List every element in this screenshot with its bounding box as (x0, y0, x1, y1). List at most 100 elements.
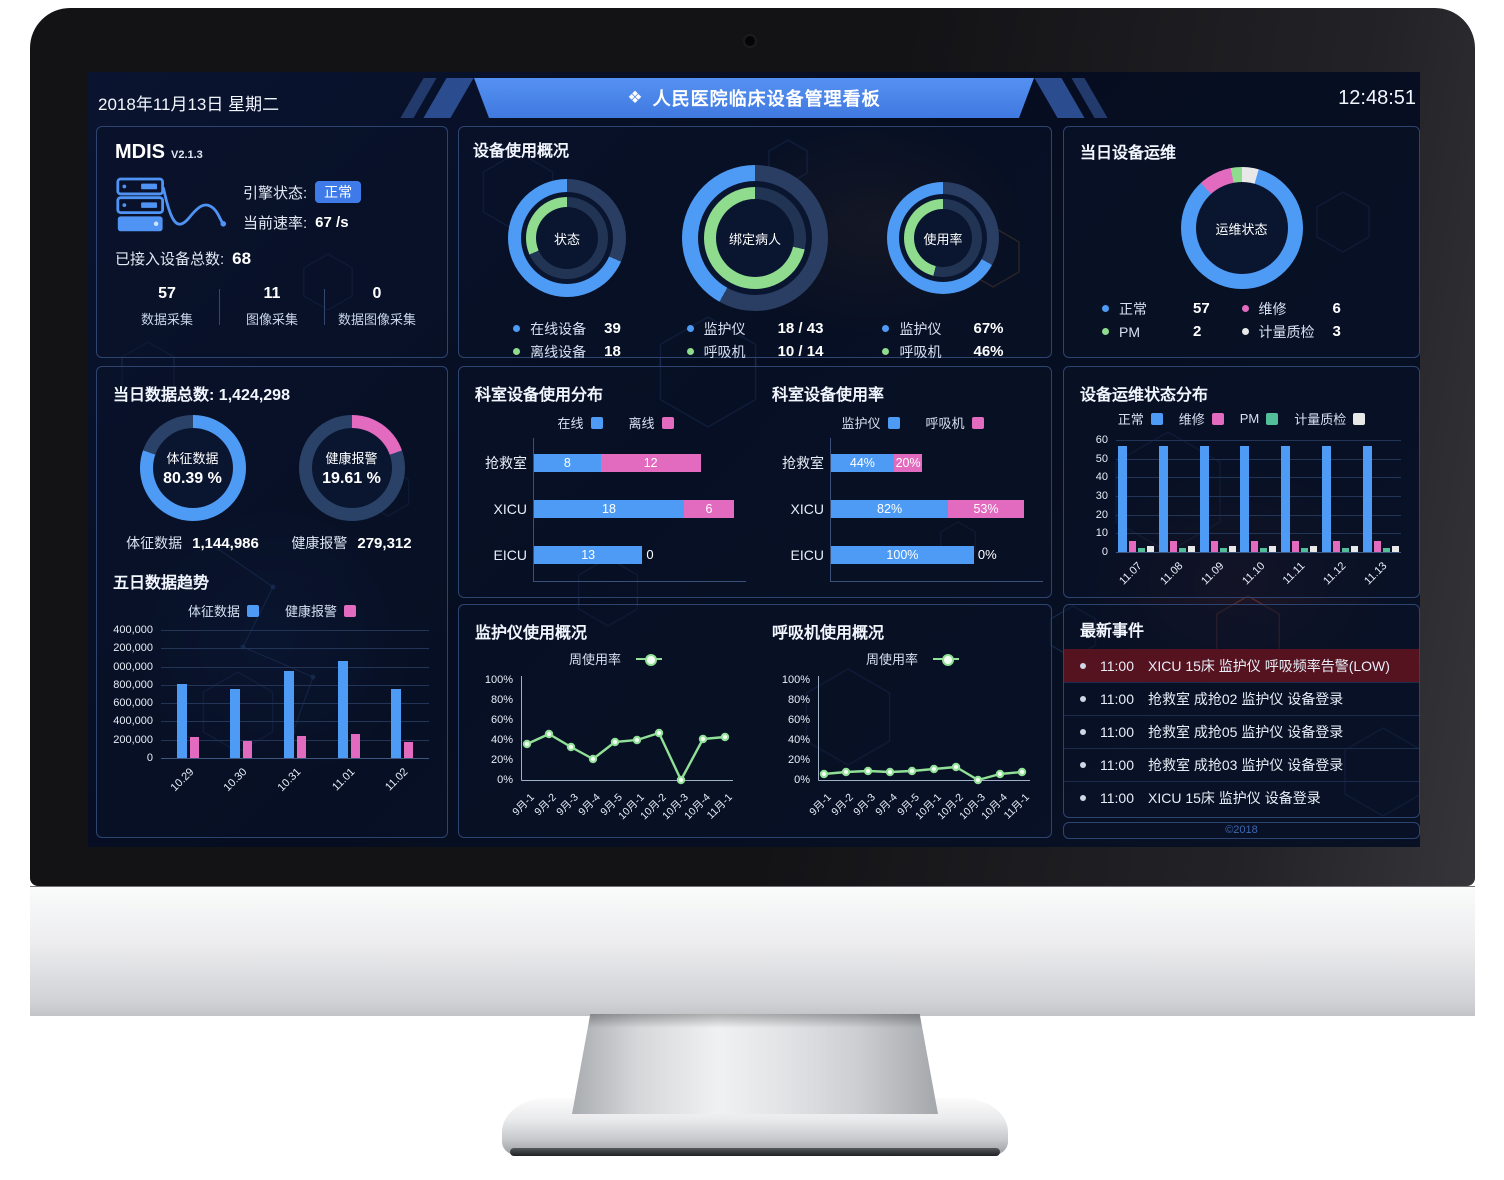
panel-data-total: 当日数据总数: 1,424,298 体征数据 80.39 % 体征数据 1,144,9… (96, 366, 448, 838)
bar-plot (161, 630, 429, 759)
bar-健康报警 (296, 736, 306, 758)
event-row: 11:00 XICU 15床 监护仪 设备登录 (1064, 781, 1419, 814)
legend-label: 正常 (1119, 300, 1147, 317)
stat-label: 体征数据 (126, 535, 183, 551)
bar-PM (1219, 548, 1227, 552)
legend-label: 离线 (628, 416, 655, 431)
donut-chart: 健康报警 19.61 % (298, 415, 405, 521)
y-tick-label: 40% (787, 734, 810, 746)
donut-center-label: 绑定病人 (716, 199, 794, 277)
chart-title: 监护仪使用概况 (475, 625, 588, 642)
legend-dot (1241, 305, 1249, 312)
gridline (161, 739, 429, 741)
legend-item: 监护仪 18 / 43 (686, 317, 823, 340)
bar-group (283, 671, 306, 758)
dept-rate-chart-area: 科室设备使用率 监护仪 呼吸机 抢救室 44% 20% XICU 82% 53% EICU 10… (772, 381, 1053, 587)
bar-segment: 6 (684, 500, 734, 518)
y-tick-label: 20 (1095, 508, 1108, 521)
legend-label: 呼吸机 (899, 343, 942, 360)
event-row-alert: 11:00 XICU 15床 监护仪 呼吸频率告警(LOW) (1064, 649, 1419, 682)
event-time: 11:00 (1100, 790, 1134, 806)
bar-segment: 8 (534, 454, 601, 472)
five-day-title: 五日数据趋势 (113, 575, 210, 592)
bar-维修 (1332, 540, 1340, 552)
y-tick-label: 0 (146, 752, 153, 764)
legend-item: 维修 6 (1241, 297, 1382, 320)
bar-体征数据 (230, 689, 241, 758)
y-tick-label: 0 (1101, 546, 1108, 558)
y-tick-label: 60% (490, 714, 513, 726)
device-usage-donut-group: 绑定病人 监护仪 18 / 43 呼吸机 10 / 14 (661, 163, 849, 363)
event-text: 抢救室 成抢02 监护仪 设备登录 (1148, 691, 1344, 707)
bar-正常 (1159, 445, 1169, 552)
rate-value: 67 /s (315, 213, 349, 231)
monitor-chin (30, 886, 1475, 1016)
bar-体征数据 (176, 683, 187, 758)
legend-swatch (661, 416, 674, 429)
event-text: 抢救室 成抢05 监护仪 设备登录 (1148, 724, 1344, 740)
camera-dot (745, 36, 755, 46)
gridline (161, 721, 429, 723)
bar-group (1281, 445, 1318, 552)
legend-label: 正常 (1117, 412, 1144, 427)
ops-donut-chart: 运维状态 (1080, 167, 1403, 289)
legend-swatch (1150, 412, 1163, 425)
donut-chart: 使用率 (887, 182, 999, 294)
monitor-usage-chart-area: 监护仪使用概况 周使用率 100% 80% 60% 40% 20% 0% 9月-1 9月-2 9… (475, 619, 756, 827)
donut-center-name: 体征数据 (166, 451, 219, 466)
header-date: 2018年11月13日 星期二 (98, 95, 280, 114)
line-marker-icon (636, 653, 662, 666)
x-tick-label: 11.07 (1117, 560, 1145, 588)
chart-title: 呼吸机使用概况 (772, 625, 885, 642)
legend-label: PM (1119, 323, 1140, 340)
gridline (161, 684, 429, 686)
legend-item: 健康报警 (285, 601, 357, 620)
legend-label: 监护仪 (703, 320, 746, 337)
bar-体征数据 (391, 689, 402, 758)
bar-计量质检 (1269, 546, 1277, 552)
bar-row: 100% 0% (831, 546, 997, 564)
bar-group (230, 689, 253, 758)
rate-label: 当前速率: (243, 214, 308, 232)
x-tick-label: 10.29 (168, 766, 197, 794)
bar-segment: 44% (831, 454, 894, 472)
monitor-usage-line-chart: 100% 80% 60% 40% 20% 0% 9月-1 9月-2 9月-3 9月-4 9月-5 10… (475, 674, 756, 840)
gridline (161, 758, 429, 759)
donut-stat: 健康报警 279,312 (291, 533, 411, 553)
donut-center-label: 健康报警 19.61 % (311, 428, 392, 508)
bar-正常 (1118, 445, 1128, 552)
device-usage-donuts: 状态 在线设备 39 离线设备 18 绑定病人 监护仪 18 / 43 呼吸机 10 / 14 使用… (473, 163, 1037, 363)
legend-item: 离线 (629, 413, 674, 432)
legend-label: 计量质检 (1294, 412, 1347, 427)
y-tick-label: 0% (794, 774, 810, 786)
legend-label: 监护仪 (841, 416, 881, 431)
dept-rate-legend: 监护仪 呼吸机 (772, 413, 1053, 432)
legend-swatch (971, 416, 984, 429)
ops-dist-legend: 正常 维修 PM 计量质检 (1080, 409, 1403, 428)
panel-device-ops: 当日设备运维 运维状态 正常 57 维修 6 PM 2 计量质检 3 (1063, 126, 1420, 358)
donut-center-percent: 19.61 % (322, 470, 381, 487)
x-tick-label: 11.13 (1361, 560, 1390, 588)
y-tick-label: 1,200,000 (113, 642, 153, 655)
y-tick-label: 10 (1095, 527, 1108, 540)
event-bullet-icon (1080, 762, 1086, 768)
legend-label: 健康报警 (285, 604, 338, 619)
bar-segment: 20% (893, 454, 923, 472)
bar-PM (1138, 548, 1146, 552)
legend-swatch (1353, 412, 1366, 425)
stand-base-rim (509, 1148, 1001, 1156)
legend-item: PM (1240, 411, 1279, 426)
panel-title: 当日数据总数: 1,424,298 (113, 387, 290, 404)
legend-dot (686, 348, 694, 355)
panel-ops-dist: 设备运维状态分布 正常 维修 PM 计量质检 60 50 40 30 20 10 0 11.07 11… (1063, 366, 1420, 598)
event-bullet-icon (1080, 696, 1086, 702)
x-tick-label: 10.30 (221, 766, 250, 794)
ventilator-usage-legend: 周使用率 (772, 649, 1053, 668)
dashboard-screen: 2018年11月13日 星期二 ❖ 人民医院临床设备管理看板 12:48:51 … (88, 72, 1420, 847)
server-wave-icon (116, 177, 227, 232)
chart-title: 科室设备使用分布 (475, 387, 604, 404)
gridline (161, 703, 429, 705)
legend-label: 呼吸机 (925, 416, 965, 431)
ventilator-usage-line-chart: 100% 80% 60% 40% 20% 0% 9月-1 9月-2 9月-3 9月-4 9月-5 10… (772, 674, 1053, 840)
category-label: XICU (493, 501, 527, 517)
